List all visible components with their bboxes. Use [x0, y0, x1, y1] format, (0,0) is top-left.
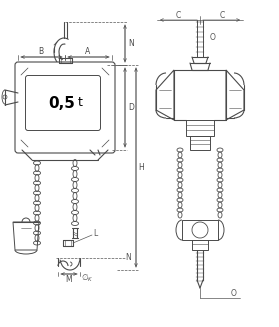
FancyBboxPatch shape	[15, 62, 115, 153]
Bar	[182, 220, 218, 240]
Bar	[192, 240, 208, 250]
Text: $\varnothing_K$: $\varnothing_K$	[81, 272, 93, 284]
Bar	[186, 120, 214, 136]
Text: M: M	[66, 276, 72, 284]
Text: O: O	[231, 289, 237, 299]
Text: A: A	[85, 47, 91, 57]
Text: N: N	[128, 39, 134, 47]
Bar	[190, 136, 210, 150]
Text: C: C	[219, 10, 225, 20]
Text: B: B	[39, 47, 44, 57]
Text: H: H	[138, 163, 144, 171]
Text: 0,5: 0,5	[49, 95, 75, 111]
Text: t: t	[78, 96, 82, 110]
Text: D: D	[128, 102, 134, 112]
Text: C: C	[175, 10, 181, 20]
FancyBboxPatch shape	[25, 76, 100, 130]
Text: N: N	[125, 253, 131, 263]
Text: L: L	[93, 229, 97, 237]
Text: O: O	[210, 33, 216, 43]
